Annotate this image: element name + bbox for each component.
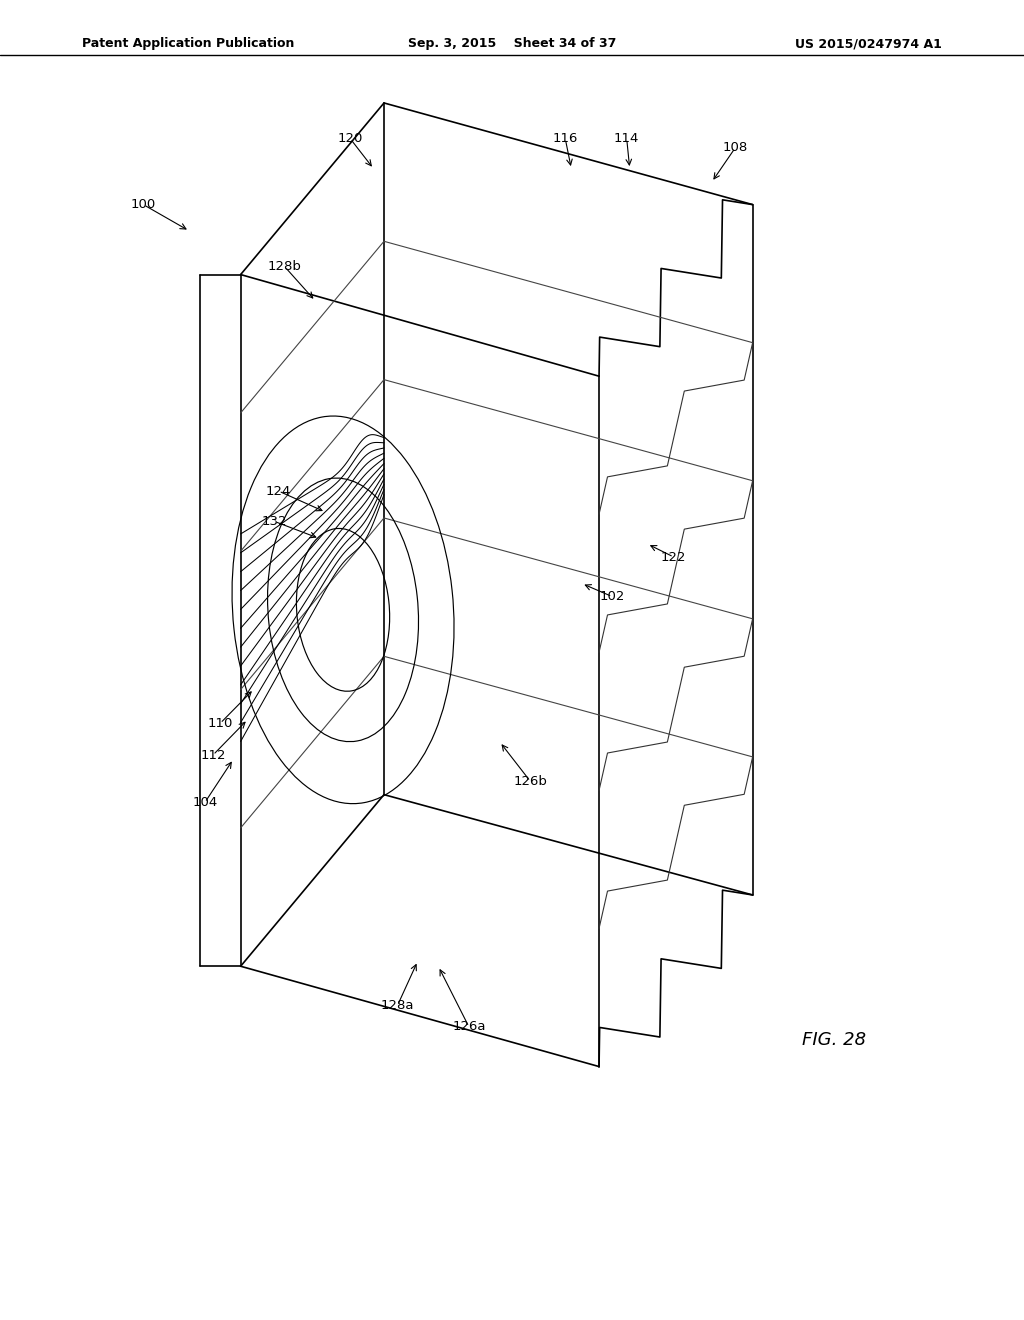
Text: 120: 120 bbox=[338, 132, 362, 145]
Text: 128a: 128a bbox=[381, 999, 414, 1012]
Text: Sep. 3, 2015    Sheet 34 of 37: Sep. 3, 2015 Sheet 34 of 37 bbox=[408, 37, 616, 50]
Text: FIG. 28: FIG. 28 bbox=[803, 1031, 866, 1049]
Text: 132: 132 bbox=[262, 515, 287, 528]
Text: 112: 112 bbox=[201, 748, 225, 762]
Text: 102: 102 bbox=[600, 590, 625, 603]
Text: 110: 110 bbox=[208, 717, 232, 730]
Text: 122: 122 bbox=[662, 550, 686, 564]
Text: Patent Application Publication: Patent Application Publication bbox=[82, 37, 294, 50]
Text: 128b: 128b bbox=[267, 260, 302, 273]
Text: 100: 100 bbox=[131, 198, 156, 211]
Text: 108: 108 bbox=[723, 141, 748, 154]
Text: US 2015/0247974 A1: US 2015/0247974 A1 bbox=[796, 37, 942, 50]
Text: 124: 124 bbox=[266, 484, 291, 498]
Text: 126b: 126b bbox=[513, 775, 548, 788]
Text: 126a: 126a bbox=[453, 1020, 485, 1034]
Text: 104: 104 bbox=[193, 796, 217, 809]
Text: 114: 114 bbox=[614, 132, 639, 145]
Text: 116: 116 bbox=[553, 132, 578, 145]
